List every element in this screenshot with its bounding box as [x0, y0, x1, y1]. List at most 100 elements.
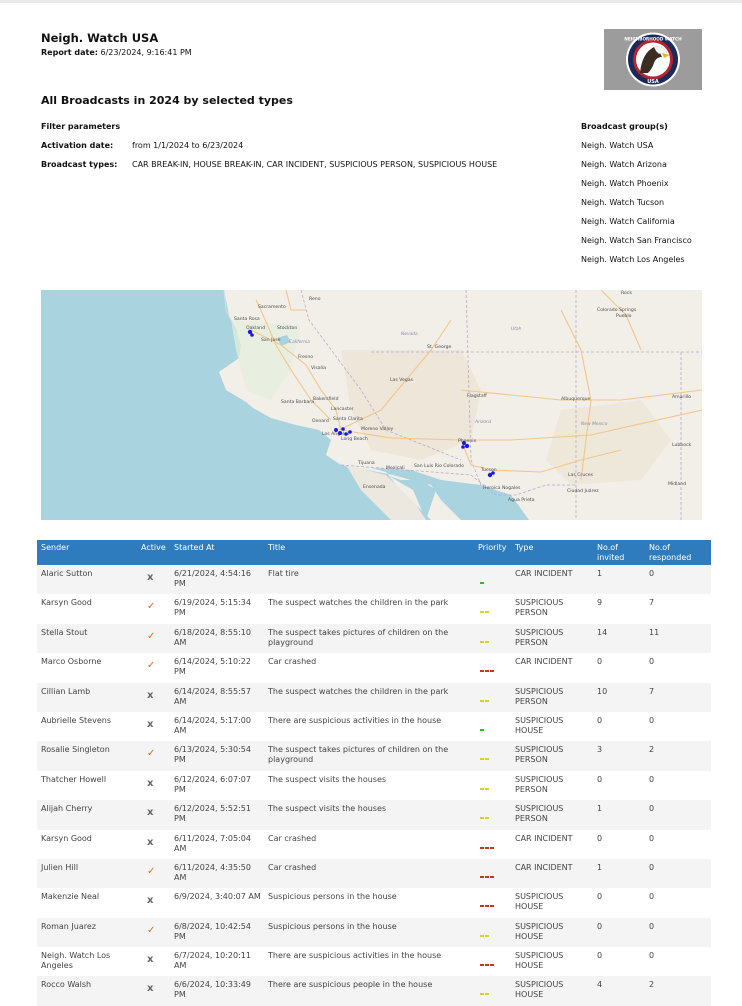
cell-active: x [137, 947, 170, 977]
column-header-type[interactable]: Type [511, 540, 593, 565]
cell-sender: Stella Stout [37, 623, 137, 654]
logo-text-top: NEIGHBORHOOD WATCH [624, 37, 682, 42]
broadcast-group-item: Neigh. Watch USA [581, 141, 654, 150]
table-row[interactable]: Rocco Walsh x 6/6/2024, 10:33:49 PM There a… [37, 976, 711, 1006]
cell-started-at: 6/18/2024, 8:55:10 AM [170, 623, 264, 654]
cell-invited: 0 [593, 947, 645, 977]
broadcast-group-item: Neigh. Watch California [581, 217, 675, 226]
map-label-oakland: Oakland [246, 325, 265, 331]
cell-title: There are suspicious activities in the h… [264, 711, 474, 742]
cell-title: The suspect visits the houses [264, 770, 474, 801]
cell-priority [474, 594, 511, 624]
cell-started-at: 6/12/2024, 6:07:07 PM [170, 770, 264, 801]
cell-active: ✓ [137, 858, 170, 889]
table-row[interactable]: Karsyn Good x 6/11/2024, 7:05:04 AM Car cra… [37, 829, 711, 859]
cell-type: SUSPICIOUS PERSON [511, 623, 593, 654]
column-header-priority[interactable]: Priority [474, 540, 511, 565]
map-marker [348, 430, 352, 434]
table-row[interactable]: Stella Stout ✓ 6/18/2024, 8:55:10 AM The su… [37, 623, 711, 654]
cell-invited: 10 [593, 682, 645, 712]
cell-title: The suspect watches the children in the … [264, 682, 474, 712]
map-marker [247, 329, 253, 335]
cell-sender: Thatcher Howell [37, 770, 137, 801]
cell-type: CAR INCIDENT [511, 858, 593, 889]
inactive-x-icon: x [147, 836, 154, 848]
map-marker [344, 432, 348, 436]
map-label-bakersfield: Bakersfield [313, 396, 339, 402]
map-label-st-george: St. George [427, 344, 452, 350]
cell-type: CAR INCIDENT [511, 829, 593, 859]
cell-responded: 0 [645, 829, 711, 859]
cell-title: The suspect takes pictures of children o… [264, 623, 474, 654]
cell-invited: 0 [593, 653, 645, 683]
map-label-tijuana: Tijuana [357, 460, 375, 466]
cell-responded: 7 [645, 594, 711, 624]
cell-priority [474, 917, 511, 948]
map-label-new-mexico: New Mexico [581, 421, 608, 427]
map-label-moreno-valley: Moreno Valley [361, 426, 394, 432]
priority-low-icon [480, 577, 485, 584]
column-header-started-at[interactable]: Started At [170, 540, 264, 565]
table-row[interactable]: Aubrielle Stevens x 6/14/2024, 5:17:00 AM T… [37, 711, 711, 742]
map-label-las-cruces: Las Cruces [568, 472, 594, 478]
table-row[interactable]: Neigh. Watch Los Angeles x 6/7/2024, 10:20… [37, 947, 711, 977]
cell-priority [474, 711, 511, 742]
broadcast-map[interactable]: Sacramento Santa Rosa Oakland Stockton S… [41, 290, 702, 520]
cell-responded: 11 [645, 623, 711, 654]
priority-medium-icon [480, 930, 490, 937]
cell-responded: 0 [645, 858, 711, 889]
cell-responded: 0 [645, 800, 711, 830]
column-header-responded[interactable]: No.of responded [645, 540, 711, 565]
organization-logo: NEIGHBORHOOD WATCH USA [604, 29, 702, 90]
column-header-sender[interactable]: Sender [37, 540, 137, 565]
map-label-amarillo: Amarillo [672, 394, 691, 400]
table-row[interactable]: Karsyn Good ✓ 6/19/2024, 5:15:34 PM The sus… [37, 594, 711, 624]
cell-title: There are suspicious people in the house [264, 976, 474, 1006]
cell-invited: 1 [593, 858, 645, 889]
column-header-invited[interactable]: No.of invited [593, 540, 645, 565]
cell-invited: 9 [593, 594, 645, 624]
activation-date-label: Activation date: [41, 141, 114, 150]
cell-title: The suspect takes pictures of children o… [264, 741, 474, 771]
cell-title: Car crashed [264, 653, 474, 683]
top-rule [0, 0, 742, 3]
cell-sender: Julien Hill [37, 858, 137, 889]
cell-priority [474, 800, 511, 830]
inactive-x-icon: x [147, 983, 154, 995]
map-label-heroica-nogales: Heroica Nogales [483, 485, 521, 491]
table-row[interactable]: Roman Juarez ✓ 6/8/2024, 10:42:54 PM Suspic… [37, 917, 711, 948]
table-row[interactable]: Thatcher Howell x 6/12/2024, 6:07:07 PM The… [37, 770, 711, 801]
cell-responded: 7 [645, 682, 711, 712]
map-marker [491, 471, 495, 475]
table-row[interactable]: Cillian Lamb x 6/14/2024, 8:55:57 AM The su… [37, 682, 711, 712]
inactive-x-icon: x [147, 718, 154, 730]
table-row[interactable]: Marco Osborne ✓ 6/14/2024, 5:10:22 PM Car c… [37, 653, 711, 683]
map-label-rock: Rock [621, 290, 632, 296]
map-label-nevada: Nevada [401, 331, 418, 337]
table-row[interactable]: Rosalie Singleton ✓ 6/13/2024, 5:30:54 PM T… [37, 741, 711, 771]
broadcast-groups-heading: Broadcast group(s) [581, 122, 668, 131]
map-label-santa-rosa: Santa Rosa [234, 316, 260, 322]
table-row[interactable]: Makenzie Neal x 6/9/2024, 3:40:07 AM Suspic… [37, 888, 711, 918]
cell-invited: 0 [593, 917, 645, 948]
cell-priority [474, 623, 511, 654]
cell-title: Car crashed [264, 858, 474, 889]
table-row[interactable]: Alaric Sutton x 6/21/2024, 4:54:16 PM Flat … [37, 565, 711, 595]
cell-responded: 2 [645, 976, 711, 1006]
cell-sender: Rocco Walsh [37, 976, 137, 1006]
cell-started-at: 6/13/2024, 5:30:54 PM [170, 741, 264, 771]
cell-sender: Karsyn Good [37, 829, 137, 859]
cell-active: ✓ [137, 653, 170, 683]
cell-responded: 0 [645, 917, 711, 948]
cell-invited: 0 [593, 770, 645, 801]
table-row[interactable]: Julien Hill ✓ 6/11/2024, 4:35:50 AM Car cra… [37, 858, 711, 889]
column-header-active[interactable]: Active [137, 540, 170, 565]
cell-sender: Roman Juarez [37, 917, 137, 948]
cell-started-at: 6/6/2024, 10:33:49 PM [170, 976, 264, 1006]
column-header-title[interactable]: Title [264, 540, 474, 565]
table-row[interactable]: Alijah Cherry x 6/12/2024, 5:52:51 PM The s… [37, 800, 711, 830]
priority-high-icon [480, 871, 495, 878]
cell-sender: Rosalie Singleton [37, 741, 137, 771]
cell-priority [474, 829, 511, 859]
cell-type: SUSPICIOUS HOUSE [511, 888, 593, 918]
